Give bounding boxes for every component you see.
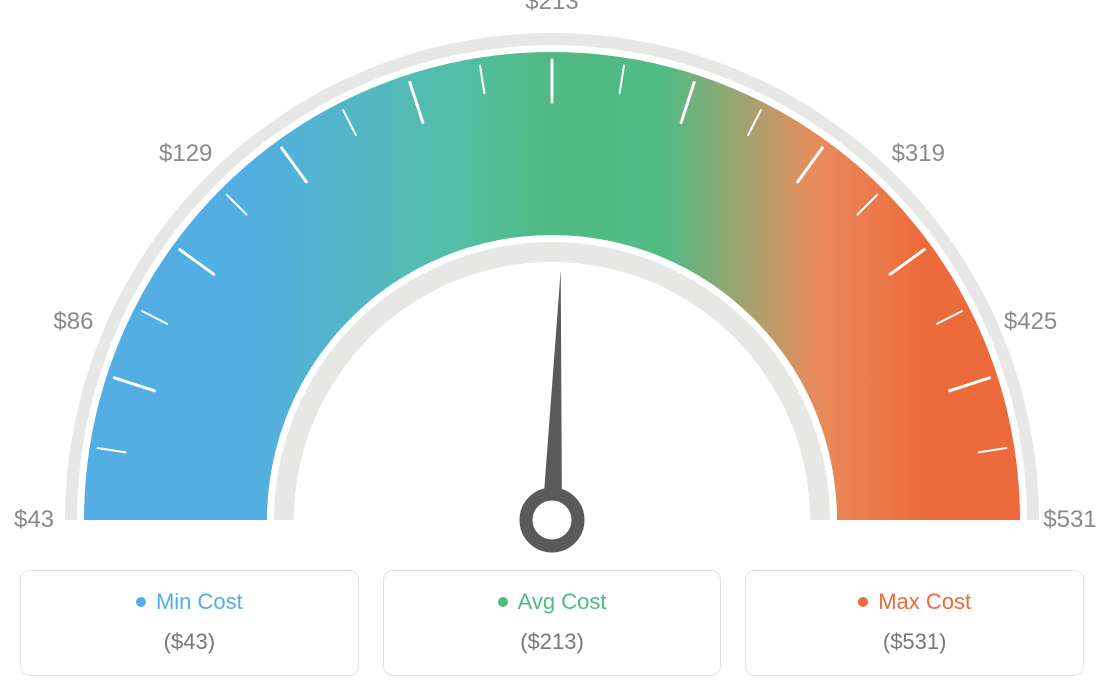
legend-value-max: ($531) [746, 629, 1083, 655]
gauge-label: $86 [53, 308, 93, 336]
legend-card-avg: Avg Cost ($213) [383, 570, 722, 676]
legend-title-avg-text: Avg Cost [518, 589, 607, 615]
legend-title-min: Min Cost [136, 589, 243, 615]
legend-card-min: Min Cost ($43) [20, 570, 359, 676]
gauge-label: $129 [159, 140, 212, 168]
legend-card-max: Max Cost ($531) [745, 570, 1084, 676]
gauge-label: $425 [1004, 308, 1057, 336]
legend-title-min-text: Min Cost [156, 589, 243, 615]
legend-value-avg: ($213) [384, 629, 721, 655]
gauge-label: $319 [892, 140, 945, 168]
gauge-label: $213 [525, 0, 578, 16]
dot-min [136, 597, 146, 607]
legend-row: Min Cost ($43) Avg Cost ($213) Max Cost … [20, 570, 1084, 676]
legend-title-avg: Avg Cost [498, 589, 607, 615]
gauge-label: $531 [1043, 506, 1096, 534]
gauge-label: $43 [14, 506, 54, 534]
cost-gauge: $43$86$129$213$319$425$531 [20, 20, 1084, 560]
legend-value-min: ($43) [21, 629, 358, 655]
legend-title-max: Max Cost [858, 589, 971, 615]
dot-max [858, 597, 868, 607]
dot-avg [498, 597, 508, 607]
gauge-svg [20, 20, 1084, 560]
legend-title-max-text: Max Cost [878, 589, 971, 615]
